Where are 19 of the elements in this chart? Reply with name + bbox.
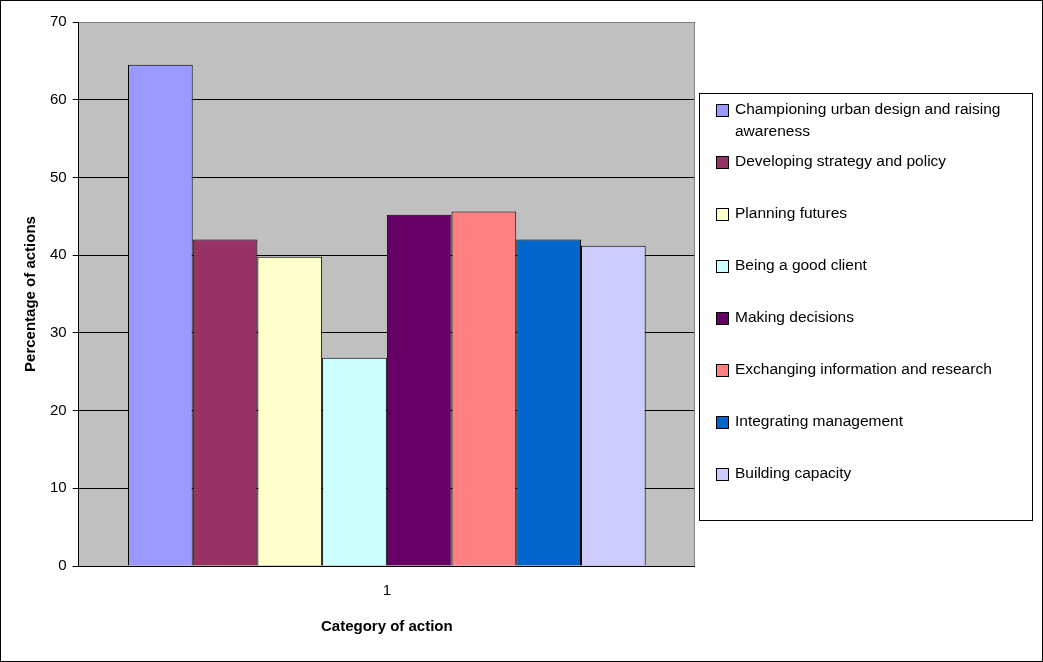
y-tick-label: 30 bbox=[50, 323, 67, 340]
y-tick-label: 10 bbox=[50, 478, 67, 496]
y-axis-title: Percentage of actions bbox=[21, 216, 39, 372]
legend-label: Being a good client bbox=[735, 255, 867, 275]
y-tick-label: 60 bbox=[50, 89, 67, 107]
legend-label: Exchanging information and research bbox=[735, 359, 992, 379]
legend-label: Making decisions bbox=[735, 307, 854, 327]
y-tick-label: 70 bbox=[50, 12, 67, 30]
legend-label: Building capacity bbox=[735, 463, 852, 483]
x-tick-label: 1 bbox=[382, 581, 392, 599]
y-tick-label: 50 bbox=[50, 167, 67, 185]
legend-label: Planning futures bbox=[735, 203, 848, 223]
y-tick-label: 20 bbox=[50, 400, 67, 418]
legend-label: Championing urban design and raising awareness bbox=[735, 99, 1002, 141]
y-tick-label: 40 bbox=[50, 245, 67, 263]
legend-label: Integrating management bbox=[735, 411, 904, 431]
x-axis-title: Category of action bbox=[321, 617, 453, 635]
y-tick-label: 0 bbox=[58, 556, 67, 574]
legend-label: Developing strategy and policy bbox=[735, 151, 947, 171]
